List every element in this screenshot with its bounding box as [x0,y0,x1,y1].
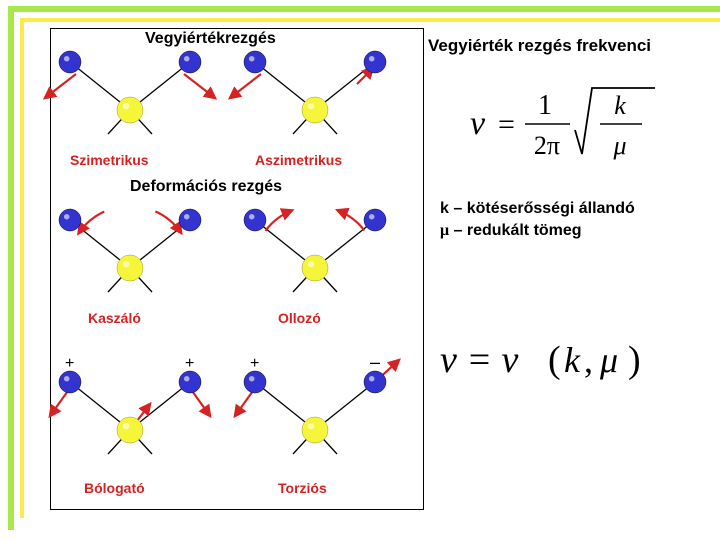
svg-text:k: k [564,340,581,380]
svg-text:+: + [185,355,194,372]
svg-text:(: ( [548,339,561,381]
svg-text:k: k [614,91,626,120]
svg-text:μ: μ [599,340,618,380]
formula-frequency: ν = 1 2π kμ [470,76,660,171]
svg-text:=: = [498,108,515,141]
mode-label: Torziós [278,480,327,496]
svg-text:ν = ν: ν = ν [440,339,519,381]
svg-text:2π: 2π [534,131,560,160]
svg-text:+: + [250,355,259,372]
legend-k: k – kötéserősségi állandó [440,200,635,218]
mode-label: Bólogató [84,480,145,496]
mode-label: Szimetrikus [70,152,149,168]
svg-text:μ: μ [612,131,626,160]
formula-function: ν = ν (k,μ) [440,330,670,390]
legend-mu: μ – redukált tömeg [440,222,582,240]
mode-label: Kaszáló [88,310,141,326]
mode-label: Aszimetrikus [255,152,342,168]
legend-mu-text: – redukált tömeg [454,222,582,239]
mode-label: Ollozó [278,310,321,326]
svg-text:1: 1 [538,90,552,121]
frequency-title: Vegyiérték rezgés frekvenci [428,36,651,56]
svg-text:+: + [65,355,74,372]
svg-text:,: , [584,340,593,380]
svg-text:ν: ν [470,105,486,142]
svg-text:–: – [370,352,380,372]
svg-text:): ) [628,339,641,381]
mu-symbol: μ [440,222,449,239]
